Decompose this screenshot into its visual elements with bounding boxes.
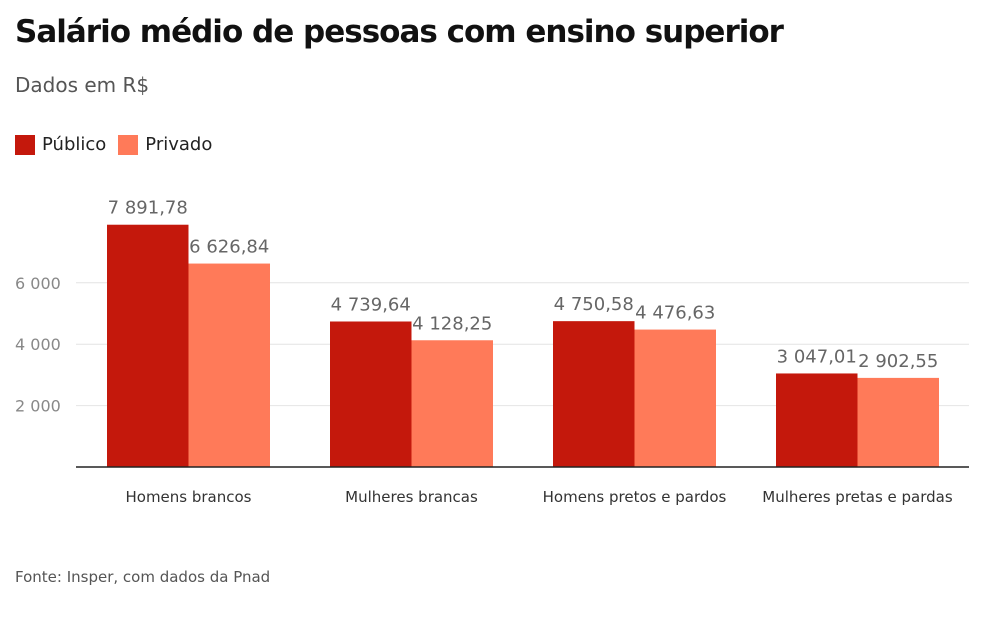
bar	[330, 321, 412, 467]
value-label: 4 128,25	[412, 313, 492, 334]
bar	[857, 377, 939, 467]
chart-subtitle: Dados em R$	[15, 73, 150, 97]
bar	[411, 340, 493, 467]
y-tick-label: 2 000	[15, 397, 61, 416]
source-note: Fonte: Insper, com dados da Pnad	[15, 568, 271, 586]
value-label: 6 626,84	[189, 237, 269, 258]
legend-label-publico: Público	[42, 134, 107, 155]
value-label: 4 739,64	[331, 294, 411, 315]
value-label: 4 476,63	[635, 303, 715, 324]
legend-item-publico: Público	[15, 134, 106, 155]
legend: Público Privado	[15, 134, 224, 155]
category-label: Mulheres brancas	[345, 488, 478, 506]
value-label: 3 047,01	[777, 346, 857, 367]
value-label: 2 902,55	[858, 351, 938, 372]
category-label: Homens pretos e pardos	[543, 488, 727, 506]
bar	[553, 321, 635, 467]
legend-swatch-publico	[15, 134, 35, 155]
chart-title: Salário médio de pessoas com ensino supe…	[15, 14, 784, 50]
y-tick-label: 6 000	[15, 274, 61, 293]
value-label: 4 750,58	[554, 294, 634, 315]
value-label: 7 891,78	[108, 198, 188, 219]
bar	[634, 329, 716, 467]
y-tick-label: 4 000	[15, 335, 61, 354]
legend-swatch-privado	[118, 134, 139, 155]
category-label: Mulheres pretas e pardas	[762, 488, 953, 506]
category-label: Homens brancos	[125, 488, 251, 506]
bar	[107, 224, 189, 467]
legend-label-privado: Privado	[145, 134, 213, 155]
bar	[776, 373, 858, 467]
bar	[188, 263, 270, 467]
legend-item-privado: Privado	[118, 134, 212, 155]
